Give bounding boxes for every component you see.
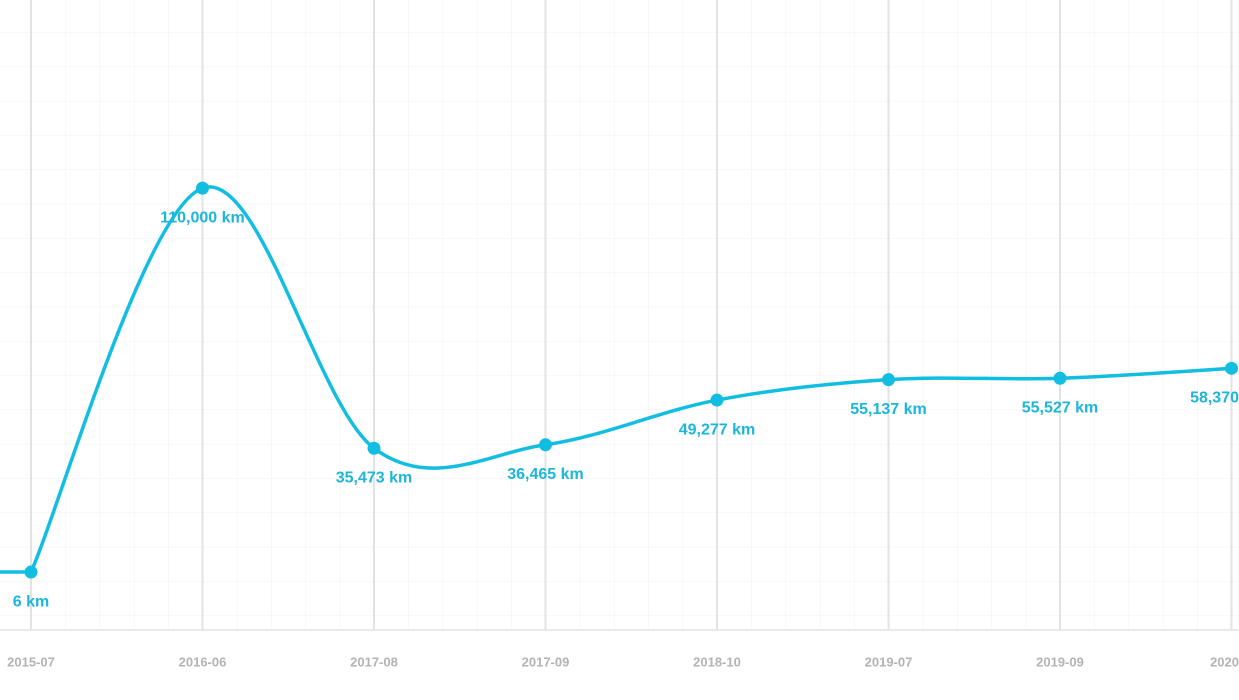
value-label: 58,370 [1190, 390, 1239, 407]
point [539, 438, 552, 452]
x-tick-label: 2019-07 [865, 654, 913, 669]
point [196, 181, 209, 195]
value-label: 49,277 km [679, 421, 756, 438]
minor-grid [0, 0, 1239, 630]
point [1053, 371, 1067, 385]
point [24, 565, 38, 579]
value-label: 6 km [13, 593, 49, 610]
point [882, 373, 895, 387]
value-label: 55,137 km [850, 401, 927, 418]
value-label: 110,000 km [160, 209, 245, 226]
x-tick-label: 2017-08 [350, 654, 398, 669]
x-tick-label: 2020 [1210, 654, 1239, 669]
x-tick-label: 2016-06 [179, 654, 227, 669]
point [710, 393, 724, 407]
value-label: 36,465 km [507, 466, 584, 483]
x-tick-label: 2017-09 [522, 654, 570, 669]
x-tick-label: 2019-09 [1036, 654, 1084, 669]
value-label: 55,527 km [1022, 399, 1099, 416]
value-label: 35,473 km [336, 469, 413, 486]
point [367, 441, 381, 455]
x-tick-label: 2015-07 [7, 654, 55, 669]
x-tick-label: 2018-10 [693, 654, 741, 669]
point [1225, 361, 1238, 375]
